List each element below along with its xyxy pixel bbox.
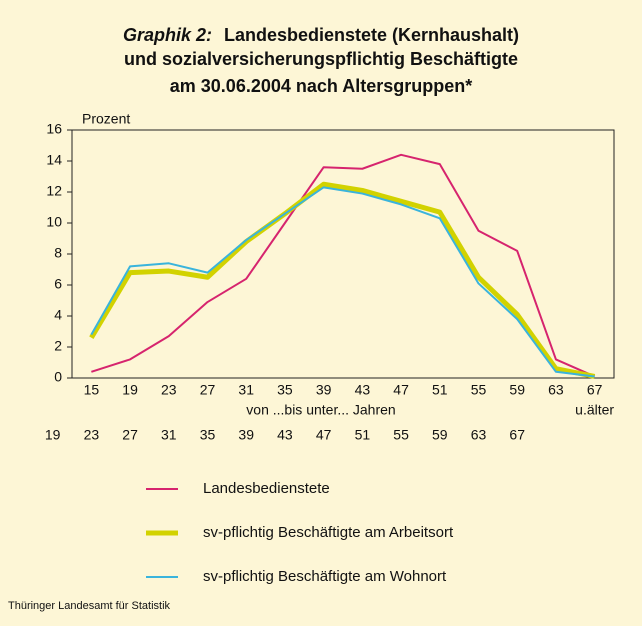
- x-tick-label: 43: [355, 382, 371, 398]
- chart-title: Graphik 2: Landesbedienstete (Kernhaushal…: [123, 25, 519, 45]
- x-tick-label: 47: [316, 427, 332, 443]
- y-tick-label: 16: [46, 121, 62, 137]
- x-tick-label: 55: [393, 427, 409, 443]
- y-tick-label: 0: [54, 369, 62, 385]
- y-tick-label: 8: [54, 245, 62, 261]
- series-line: [91, 153, 596, 378]
- title-line: am 30.06.2004 nach Altersgruppen*: [170, 76, 472, 96]
- x-tick-label: 47: [393, 382, 409, 398]
- x-tick-label: 35: [277, 382, 293, 398]
- y-axis-label: Prozent: [82, 111, 130, 127]
- y-tick-label: 14: [46, 152, 62, 168]
- title-prefix: Graphik 2:: [123, 25, 212, 45]
- title-line: Landesbedienstete (Kernhaushalt): [224, 25, 519, 45]
- x-tick-label: 31: [238, 382, 254, 398]
- legend-label: Landesbedienstete: [203, 480, 330, 497]
- x-tick-label: u.älter: [575, 402, 614, 418]
- x-tick-label: 67: [587, 382, 603, 398]
- x-tick-label: 55: [471, 382, 487, 398]
- x-tick-label: 23: [161, 382, 177, 398]
- series-line: [90, 186, 595, 378]
- x-tick-label: 63: [548, 382, 564, 398]
- x-tick-label: 35: [200, 427, 216, 443]
- x-tick-label: 19: [122, 382, 138, 398]
- legend-label: sv-pflichtig Beschäftigte am Wohnort: [203, 568, 447, 585]
- x-tick-label: 15: [84, 382, 100, 398]
- legend-label: sv-pflichtig Beschäftigte am Arbeitsort: [203, 524, 454, 541]
- x-tick-label: 39: [238, 427, 254, 443]
- x-tick-label: 19: [45, 427, 61, 443]
- y-tick-label: 6: [54, 276, 62, 292]
- x-axis-label: von ...bis unter... Jahren: [246, 402, 395, 418]
- y-tick-label: 12: [46, 183, 62, 199]
- title-line: und sozialversicherungspflichtig Beschäf…: [124, 49, 518, 69]
- y-tick-label: 2: [54, 338, 62, 354]
- series-line: [89, 181, 596, 379]
- x-tick-label: 27: [200, 382, 216, 398]
- x-tick-label: 23: [84, 427, 100, 443]
- x-tick-label: 31: [161, 427, 177, 443]
- x-tick-label: 27: [122, 427, 138, 443]
- source: Thüringer Landesamt für Statistik: [8, 600, 171, 612]
- x-tick-label: 51: [432, 382, 448, 398]
- y-tick-label: 10: [46, 214, 62, 230]
- y-tick-label: 4: [54, 307, 62, 323]
- x-tick-label: 51: [355, 427, 371, 443]
- x-tick-label: 59: [432, 427, 448, 443]
- x-tick-label: 43: [277, 427, 293, 443]
- x-tick-label: 59: [509, 382, 525, 398]
- x-tick-label: 67: [509, 427, 525, 443]
- x-tick-label: 63: [471, 427, 487, 443]
- x-tick-label: 39: [316, 382, 332, 398]
